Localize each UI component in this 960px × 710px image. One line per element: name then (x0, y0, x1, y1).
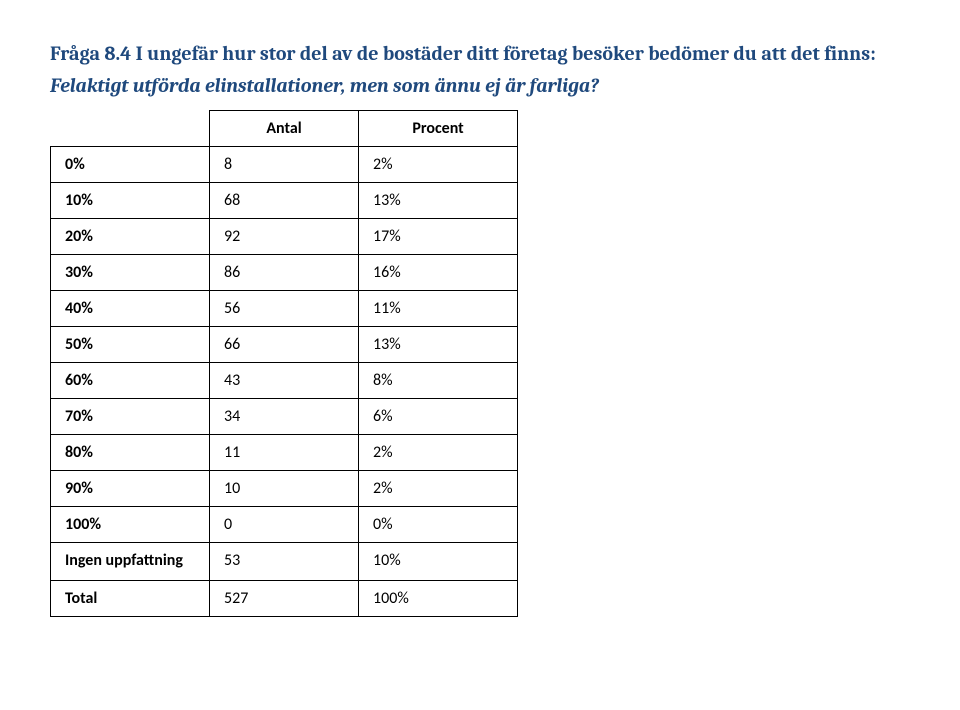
row-label: 80% (51, 435, 210, 471)
table-row: 20% 92 17% (51, 219, 518, 255)
table-row: Total 527 100% (51, 580, 518, 616)
row-label: 0% (51, 147, 210, 183)
row-antal: 56 (210, 291, 359, 327)
row-antal: 53 (210, 543, 359, 581)
table-row: 60% 43 8% (51, 363, 518, 399)
row-antal: 68 (210, 183, 359, 219)
row-label: 10% (51, 183, 210, 219)
data-table: Antal Procent 0% 8 2% 10% 68 13% 20% 92 … (50, 110, 518, 617)
row-antal: 11 (210, 435, 359, 471)
row-antal: 43 (210, 363, 359, 399)
row-antal: 527 (210, 580, 359, 616)
table-row: 80% 11 2% (51, 435, 518, 471)
row-procent: 100% (359, 580, 518, 616)
row-procent: 10% (359, 543, 518, 581)
row-label: 30% (51, 255, 210, 291)
row-antal: 92 (210, 219, 359, 255)
row-label: Total (51, 580, 210, 616)
table-row: 70% 34 6% (51, 399, 518, 435)
sub-heading: Felaktigt utförda elinstallationer, men … (50, 72, 910, 100)
row-antal: 8 (210, 147, 359, 183)
row-procent: 2% (359, 147, 518, 183)
table-row: 90% 10 2% (51, 471, 518, 507)
row-procent: 16% (359, 255, 518, 291)
row-antal: 86 (210, 255, 359, 291)
row-procent: 11% (359, 291, 518, 327)
row-procent: 8% (359, 363, 518, 399)
row-procent: 13% (359, 183, 518, 219)
table-row: 100% 0 0% (51, 507, 518, 543)
row-antal: 0 (210, 507, 359, 543)
header-procent: Procent (359, 111, 518, 147)
table-row: 50% 66 13% (51, 327, 518, 363)
row-label: 40% (51, 291, 210, 327)
question-heading: Fråga 8.4 I ungefär hur stor del av de b… (50, 40, 910, 68)
header-blank (51, 111, 210, 147)
row-antal: 66 (210, 327, 359, 363)
table-row: 0% 8 2% (51, 147, 518, 183)
table-row: 10% 68 13% (51, 183, 518, 219)
row-label: 100% (51, 507, 210, 543)
row-procent: 2% (359, 435, 518, 471)
row-procent: 0% (359, 507, 518, 543)
row-procent: 17% (359, 219, 518, 255)
row-label: 70% (51, 399, 210, 435)
row-procent: 2% (359, 471, 518, 507)
row-antal: 34 (210, 399, 359, 435)
row-label: 60% (51, 363, 210, 399)
table-row: Ingen uppfattning 53 10% (51, 543, 518, 581)
row-label: 50% (51, 327, 210, 363)
table-header-row: Antal Procent (51, 111, 518, 147)
row-procent: 6% (359, 399, 518, 435)
table-row: 40% 56 11% (51, 291, 518, 327)
row-procent: 13% (359, 327, 518, 363)
row-label: Ingen uppfattning (51, 543, 210, 581)
row-antal: 10 (210, 471, 359, 507)
table-row: 30% 86 16% (51, 255, 518, 291)
header-antal: Antal (210, 111, 359, 147)
row-label: 90% (51, 471, 210, 507)
row-label: 20% (51, 219, 210, 255)
